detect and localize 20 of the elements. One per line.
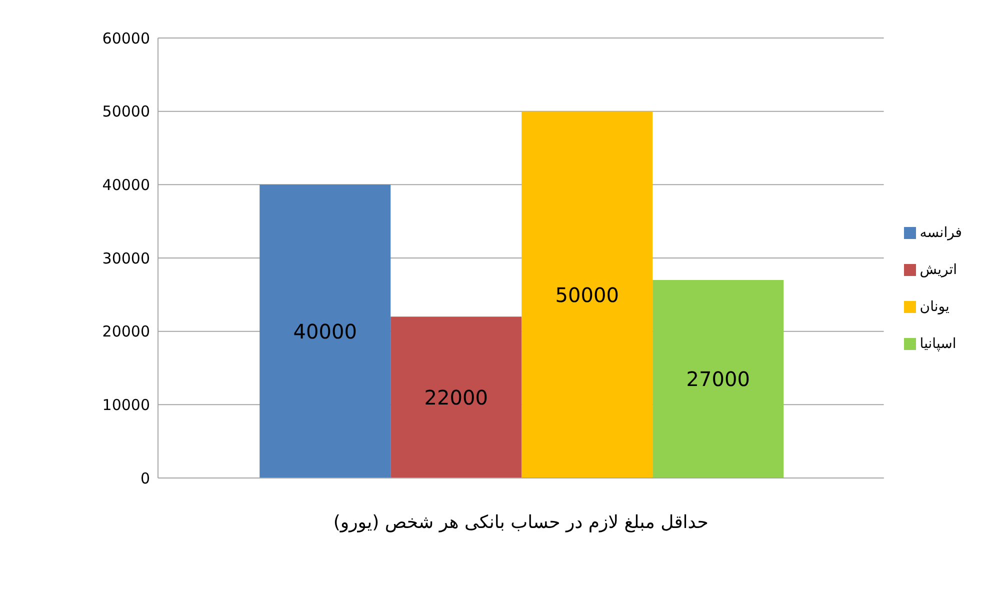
y-tick-label: 50000	[102, 102, 150, 121]
y-tick-label: 60000	[102, 29, 150, 48]
legend-label: فرانسه	[920, 225, 962, 241]
x-axis-title: حداقل مبلغ لازم در حساب بانکی هر شخص (یورو)	[333, 512, 708, 533]
data-label: 50000	[555, 282, 619, 307]
bar	[260, 184, 391, 478]
y-tick-label: 10000	[102, 396, 150, 414]
y-tick-label: 20000	[102, 322, 150, 341]
data-label: 40000	[293, 319, 357, 344]
data-label: 27000	[686, 367, 750, 392]
y-tick-label: 0	[140, 469, 150, 488]
bar	[652, 280, 784, 478]
legend-label: اسپانیا	[920, 336, 956, 352]
y-tick-label: 40000	[102, 176, 150, 194]
legend-label: اتریش	[920, 262, 958, 278]
bar	[390, 316, 522, 478]
data-label: 22000	[424, 385, 488, 410]
legend-label: یونان	[920, 299, 950, 315]
y-tick-label: 30000	[102, 249, 150, 268]
bar	[522, 111, 653, 478]
